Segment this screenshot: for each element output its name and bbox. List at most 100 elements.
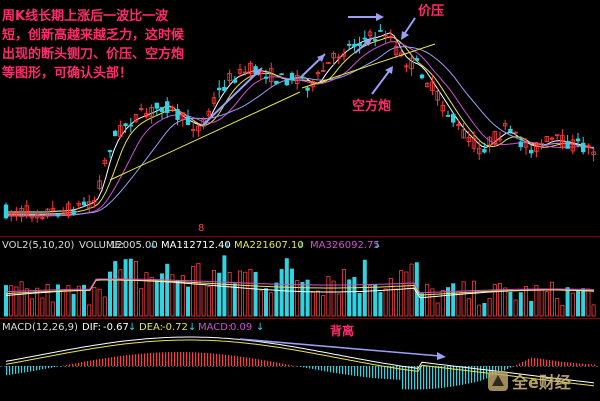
macd-bar bbox=[516, 364, 518, 366]
macd-bar bbox=[426, 366, 428, 390]
macd-bar bbox=[561, 361, 563, 366]
vol-arrow: ↓ bbox=[149, 240, 157, 251]
candle-body bbox=[487, 136, 492, 146]
macd-bar bbox=[372, 366, 374, 378]
candle-body bbox=[450, 113, 456, 123]
candle-body bbox=[268, 68, 274, 83]
volume-bar bbox=[456, 291, 461, 317]
macd-bar bbox=[501, 366, 503, 372]
candle-body bbox=[102, 159, 107, 164]
macd-bar bbox=[9, 366, 11, 375]
macd-bar bbox=[381, 366, 383, 379]
macd-bar bbox=[384, 366, 386, 379]
arrowhead-top bbox=[376, 13, 384, 21]
macd-bar bbox=[315, 366, 317, 370]
macd-bar bbox=[222, 354, 224, 366]
candle-body bbox=[8, 212, 14, 216]
macd-bar bbox=[12, 366, 14, 375]
volume-bar bbox=[539, 288, 544, 317]
volume-bar bbox=[586, 288, 591, 317]
macd-bar bbox=[144, 353, 146, 366]
volume-bar bbox=[159, 273, 164, 317]
candle-body bbox=[123, 123, 128, 127]
candle-body bbox=[14, 212, 19, 216]
candle-body bbox=[336, 56, 341, 59]
candle-body bbox=[242, 71, 248, 74]
macd-bar bbox=[519, 363, 521, 366]
candle-body bbox=[372, 39, 378, 41]
candle-body bbox=[284, 79, 289, 86]
candle-body bbox=[331, 52, 336, 59]
volume-bar bbox=[279, 269, 284, 317]
volume-bar bbox=[263, 288, 268, 317]
macd-bar bbox=[402, 366, 404, 390]
ma3-value: 26092.75 bbox=[332, 240, 380, 251]
candle-body bbox=[430, 81, 435, 91]
macd-bar bbox=[558, 361, 560, 366]
macd-bar bbox=[570, 362, 572, 366]
volume-bar bbox=[133, 260, 138, 317]
macd-bar bbox=[249, 357, 251, 366]
candle-body bbox=[97, 180, 102, 189]
dif-label: DIF: bbox=[82, 322, 101, 333]
volume-bar bbox=[471, 280, 476, 317]
macd-bar bbox=[549, 360, 551, 366]
macd-bar bbox=[432, 366, 434, 389]
vol-ma3-line bbox=[5, 278, 595, 294]
ma1-value: 12712.40 bbox=[183, 240, 231, 251]
macd-bar bbox=[234, 355, 236, 366]
macd-bar bbox=[21, 366, 23, 373]
candle-body bbox=[24, 205, 29, 216]
volume-bar bbox=[76, 285, 81, 317]
arrowhead-2 bbox=[317, 54, 325, 62]
macd-bar bbox=[321, 366, 323, 371]
candle-body bbox=[138, 108, 144, 110]
candle-body bbox=[315, 72, 321, 75]
candle-body bbox=[19, 207, 24, 217]
macd-bar bbox=[252, 358, 254, 366]
volume-bar bbox=[258, 290, 263, 317]
candle-body bbox=[35, 214, 40, 219]
macd-bar bbox=[591, 364, 593, 366]
candle-body bbox=[128, 124, 133, 127]
macd-bar bbox=[447, 366, 449, 388]
macd-bar bbox=[225, 354, 227, 366]
macd-bar bbox=[507, 366, 509, 369]
candle-body bbox=[206, 110, 211, 117]
volume-bar bbox=[336, 293, 341, 317]
volume-bar bbox=[315, 290, 320, 317]
volume-bar bbox=[321, 295, 326, 317]
volume-bar bbox=[92, 287, 97, 317]
volume-bar bbox=[217, 272, 222, 317]
volume-bar bbox=[430, 288, 435, 317]
macd-bar bbox=[441, 366, 443, 388]
macd-bar bbox=[504, 366, 506, 371]
candle-body bbox=[497, 138, 503, 141]
volume-bar bbox=[518, 292, 523, 317]
macd-bar bbox=[240, 356, 242, 366]
volume-bar bbox=[113, 261, 118, 317]
macd-bar bbox=[72, 363, 74, 366]
candle-body bbox=[40, 217, 45, 219]
ma60-line bbox=[6, 46, 595, 216]
macd-bar bbox=[297, 366, 299, 367]
ma3-label: MA3: bbox=[310, 240, 335, 251]
macd-bar bbox=[285, 364, 287, 366]
macd-bar bbox=[465, 366, 467, 385]
volume-bar bbox=[185, 286, 190, 317]
macd-bar bbox=[351, 366, 353, 376]
macd-bar bbox=[219, 354, 221, 366]
macd-bar bbox=[156, 352, 158, 366]
volume-bar bbox=[404, 271, 409, 317]
candle-body bbox=[409, 57, 414, 70]
candle-body bbox=[81, 201, 87, 206]
volume-bar bbox=[253, 271, 258, 317]
candle-body bbox=[466, 137, 471, 142]
macd-bar bbox=[258, 359, 260, 366]
macd-bar bbox=[330, 366, 332, 373]
candle-body bbox=[513, 131, 518, 134]
macd-bar bbox=[477, 366, 479, 382]
candle-body bbox=[107, 150, 113, 153]
macd-bar bbox=[171, 352, 173, 366]
macd-bar bbox=[378, 366, 380, 379]
